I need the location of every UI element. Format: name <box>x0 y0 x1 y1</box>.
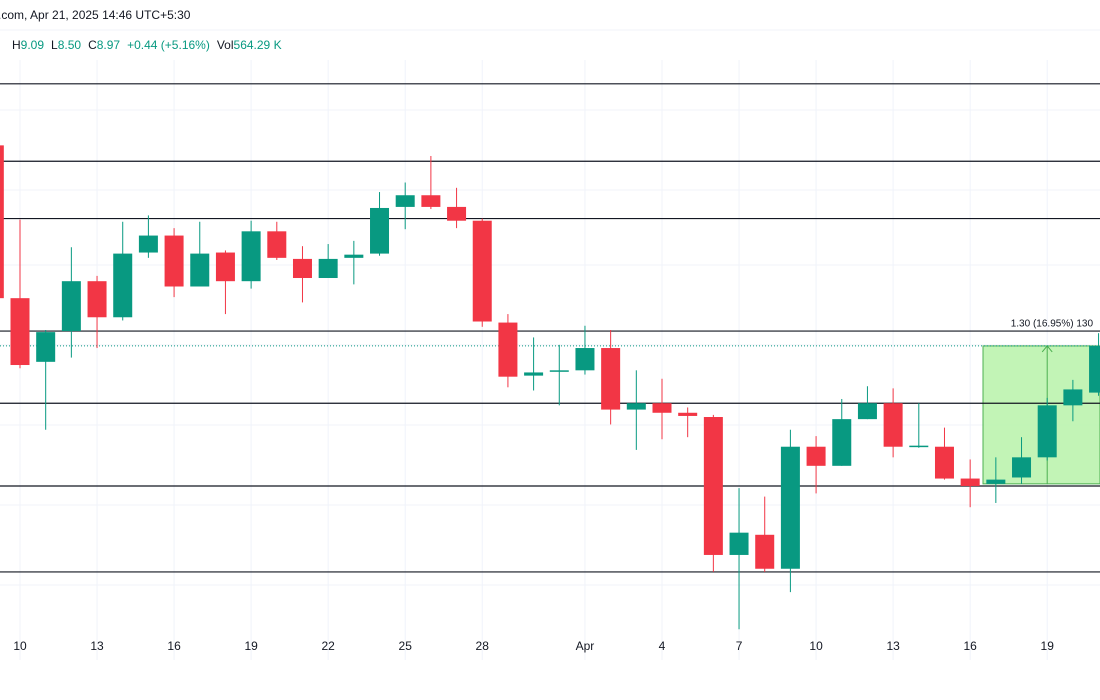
x-tick-label: 22 <box>321 639 335 653</box>
ohlc-value: 9.09 <box>21 38 45 52</box>
candle-body <box>1037 405 1057 458</box>
candle-body <box>549 370 569 372</box>
candle-body <box>729 532 749 555</box>
candle-body <box>832 419 852 466</box>
x-tick-label: 7 <box>736 639 743 653</box>
x-tick-label: 19 <box>244 639 258 653</box>
candle-body <box>215 252 235 282</box>
candle-body <box>87 281 107 318</box>
candle-body <box>1063 389 1083 406</box>
candle-body <box>1012 457 1032 478</box>
x-tick-label: 16 <box>167 639 181 653</box>
candle-body <box>601 348 621 410</box>
candle-body <box>498 322 518 377</box>
candle-body <box>344 254 364 258</box>
x-tick-label: 25 <box>399 639 413 653</box>
measure-label: 1.30 (16.95%) 130 <box>1011 319 1094 330</box>
candle-body <box>678 412 698 416</box>
candle-body <box>138 235 158 253</box>
candle-body <box>10 298 30 366</box>
x-tick-label: 10 <box>13 639 27 653</box>
candle-body <box>61 281 81 332</box>
candle-body <box>780 446 800 569</box>
ohlc-key: C <box>88 38 97 52</box>
candle-body <box>113 253 133 318</box>
candle-body <box>395 195 415 207</box>
candle-body <box>421 195 441 207</box>
candle-body <box>447 206 467 221</box>
x-tick-label: 16 <box>963 639 977 653</box>
candle-body <box>626 403 646 410</box>
candle-body <box>472 220 492 322</box>
candle-body <box>524 372 544 376</box>
candle-body <box>909 445 929 448</box>
x-tick-label: 19 <box>1041 639 1055 653</box>
candle-body <box>960 478 980 486</box>
candle-body <box>267 231 287 258</box>
candle-body <box>164 235 184 287</box>
x-tick-label: Apr <box>576 639 595 653</box>
x-tick-label: 10 <box>809 639 823 653</box>
x-axis: 10 13 16 19 22 25 28 Apr 4 7 10 13 16 19 <box>13 639 1054 653</box>
candle-body <box>1089 345 1100 393</box>
candle-body <box>857 403 877 420</box>
candle-body <box>652 403 672 413</box>
ohlc-value: +0.44 (+5.16%) <box>127 38 210 52</box>
candle-body <box>575 348 595 371</box>
candle-body <box>806 446 826 466</box>
ohlc-legend: H 9.09 L 8.50 C 8.97 +0.44 (+5.16%) Vol 564.29 K <box>12 38 282 52</box>
ohlc-value: 8.50 <box>58 38 82 52</box>
candle-body <box>190 253 210 287</box>
x-tick-label: 13 <box>886 639 900 653</box>
candle-body <box>883 403 903 447</box>
ohlc-key: H <box>12 38 21 52</box>
x-tick-label: 4 <box>659 639 666 653</box>
ohlc-value: 564.29 K <box>234 38 282 52</box>
candle-body <box>241 231 261 282</box>
candle-body <box>986 479 1006 484</box>
candle-body <box>370 207 390 254</box>
x-tick-label: 13 <box>90 639 104 653</box>
candles <box>0 145 1100 630</box>
ohlc-value: 8.97 <box>97 38 121 52</box>
candle-body <box>934 446 954 479</box>
ohlc-key: L <box>51 38 58 52</box>
candle-body <box>755 534 775 569</box>
header-title: .com, Apr 21, 2025 14:46 UTC+5:30 <box>0 8 191 22</box>
ohlc-key: Vol <box>217 38 234 52</box>
candle-body <box>36 332 56 362</box>
candle-body <box>703 417 723 555</box>
candle-body <box>292 258 312 279</box>
candle-body <box>318 258 338 279</box>
x-tick-label: 28 <box>476 639 490 653</box>
levels <box>0 83 1100 573</box>
candle-body <box>0 145 4 299</box>
